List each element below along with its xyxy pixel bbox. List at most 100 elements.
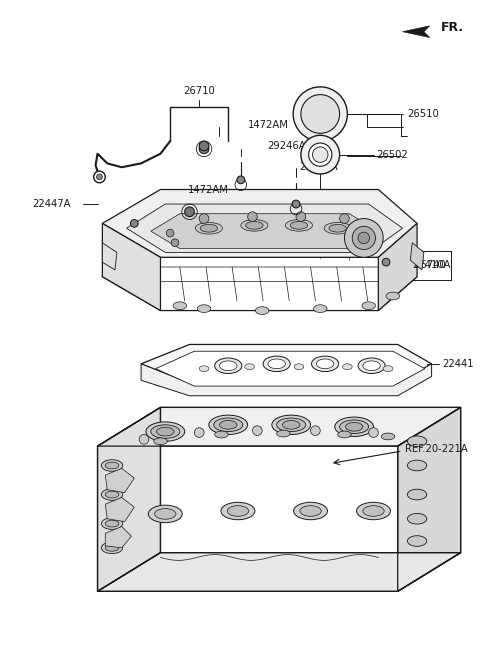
Ellipse shape — [228, 506, 249, 516]
Ellipse shape — [346, 422, 363, 431]
Circle shape — [312, 147, 328, 162]
Circle shape — [248, 212, 257, 221]
Ellipse shape — [363, 361, 380, 371]
Circle shape — [199, 214, 209, 223]
Circle shape — [296, 212, 306, 221]
Ellipse shape — [337, 431, 351, 438]
Ellipse shape — [343, 364, 352, 369]
Circle shape — [340, 214, 349, 223]
Ellipse shape — [283, 421, 300, 429]
Ellipse shape — [173, 302, 187, 310]
Polygon shape — [105, 497, 134, 521]
Ellipse shape — [241, 219, 268, 231]
Ellipse shape — [408, 514, 427, 524]
Ellipse shape — [105, 520, 119, 527]
Ellipse shape — [154, 438, 167, 445]
Text: 1472AM: 1472AM — [248, 120, 288, 130]
Polygon shape — [97, 407, 461, 446]
Ellipse shape — [197, 305, 211, 312]
Circle shape — [171, 239, 179, 247]
Ellipse shape — [383, 365, 393, 371]
Polygon shape — [156, 351, 425, 386]
Circle shape — [369, 428, 378, 438]
Polygon shape — [105, 527, 132, 548]
Ellipse shape — [151, 425, 180, 438]
Circle shape — [309, 143, 332, 166]
Ellipse shape — [381, 433, 395, 440]
Circle shape — [292, 200, 300, 208]
Circle shape — [139, 434, 149, 444]
Ellipse shape — [272, 415, 311, 434]
Polygon shape — [410, 243, 424, 270]
Circle shape — [194, 428, 204, 438]
Ellipse shape — [209, 415, 248, 434]
Ellipse shape — [255, 307, 269, 314]
Circle shape — [311, 426, 320, 436]
Text: 22447A: 22447A — [32, 199, 71, 209]
Ellipse shape — [316, 359, 334, 369]
Circle shape — [293, 87, 348, 141]
Ellipse shape — [245, 364, 254, 369]
Polygon shape — [102, 223, 160, 310]
Circle shape — [131, 219, 138, 227]
Ellipse shape — [101, 518, 123, 529]
Text: FR.: FR. — [441, 22, 465, 34]
Polygon shape — [141, 364, 432, 396]
Ellipse shape — [105, 544, 119, 552]
Polygon shape — [102, 189, 417, 257]
Text: 22441: 22441 — [442, 359, 474, 369]
Ellipse shape — [221, 502, 255, 519]
Circle shape — [252, 426, 262, 436]
Ellipse shape — [101, 542, 123, 553]
Ellipse shape — [324, 223, 351, 234]
Ellipse shape — [313, 305, 327, 312]
Circle shape — [301, 136, 340, 174]
Circle shape — [382, 258, 390, 266]
Circle shape — [96, 174, 102, 180]
Ellipse shape — [195, 223, 222, 234]
Ellipse shape — [246, 221, 263, 229]
Polygon shape — [398, 407, 461, 591]
Circle shape — [94, 171, 105, 183]
Text: 29246A: 29246A — [299, 162, 337, 172]
Ellipse shape — [408, 460, 427, 471]
Ellipse shape — [268, 359, 286, 369]
Ellipse shape — [358, 358, 385, 373]
Ellipse shape — [214, 418, 243, 432]
Text: 29246A: 29246A — [267, 141, 306, 151]
Polygon shape — [127, 204, 403, 252]
Text: 22410A: 22410A — [412, 260, 451, 270]
Ellipse shape — [294, 364, 304, 369]
Ellipse shape — [148, 505, 182, 523]
Ellipse shape — [105, 462, 119, 469]
Circle shape — [185, 207, 194, 217]
Text: 26510: 26510 — [408, 109, 439, 119]
Polygon shape — [102, 243, 117, 270]
Circle shape — [199, 141, 209, 151]
Ellipse shape — [286, 219, 312, 231]
Ellipse shape — [156, 427, 174, 436]
Ellipse shape — [408, 436, 427, 447]
Ellipse shape — [408, 489, 427, 500]
Circle shape — [358, 232, 370, 244]
Ellipse shape — [312, 356, 339, 371]
Circle shape — [352, 227, 375, 250]
Ellipse shape — [200, 225, 217, 232]
Text: 26502: 26502 — [376, 149, 408, 160]
Ellipse shape — [362, 302, 375, 310]
Text: 26740: 26740 — [414, 260, 446, 270]
Polygon shape — [97, 407, 160, 591]
Circle shape — [166, 229, 174, 237]
Ellipse shape — [300, 506, 321, 516]
Ellipse shape — [363, 506, 384, 516]
Polygon shape — [141, 345, 432, 383]
Ellipse shape — [219, 421, 237, 429]
Circle shape — [199, 144, 209, 154]
Polygon shape — [151, 214, 378, 249]
Ellipse shape — [263, 356, 290, 371]
Ellipse shape — [101, 460, 123, 472]
Ellipse shape — [340, 420, 369, 434]
Polygon shape — [403, 26, 430, 37]
Polygon shape — [378, 223, 417, 310]
Ellipse shape — [357, 502, 390, 519]
